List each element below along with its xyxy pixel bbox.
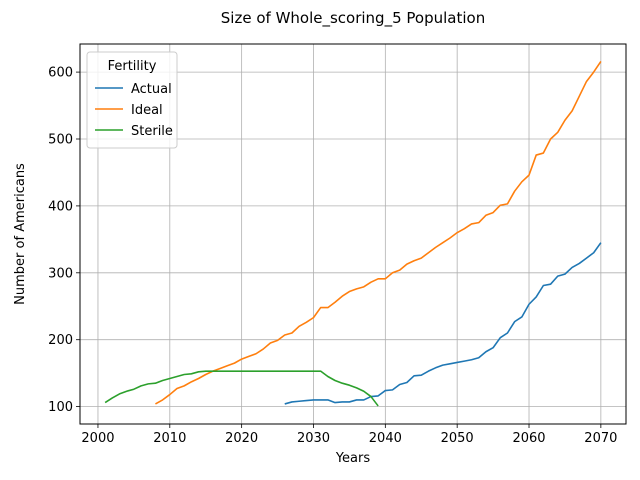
x-tick-label-5: 2050 (441, 431, 474, 446)
x-tick-label-2: 2020 (225, 431, 258, 446)
legend-title: Fertility (108, 59, 157, 74)
legend-label-actual: Actual (131, 82, 172, 97)
chart-title: Size of Whole_scoring_5 Population (221, 9, 485, 28)
y-tick-label-2: 300 (48, 266, 73, 281)
x-tick-label-4: 2040 (369, 431, 402, 446)
x-axis-title: Years (335, 451, 371, 466)
legend: Fertility Actual Ideal Sterile (87, 52, 177, 148)
y-tick-label-1: 200 (48, 333, 73, 348)
y-tick-label-0: 100 (48, 400, 73, 415)
x-tick-label-3: 2030 (297, 431, 330, 446)
x-tick-label-0: 2000 (81, 431, 114, 446)
legend-label-ideal: Ideal (131, 103, 163, 118)
series-line-ideal (155, 61, 600, 404)
x-tick-label-6: 2060 (512, 431, 545, 446)
x-tick-label-7: 2070 (584, 431, 617, 446)
legend-label-sterile: Sterile (131, 124, 173, 139)
y-tick-label-5: 600 (48, 66, 73, 81)
series-lines (105, 61, 601, 406)
x-tick-label-1: 2010 (153, 431, 186, 446)
y-axis-title: Number of Americans (13, 163, 28, 305)
y-tick-label-3: 400 (48, 199, 73, 214)
y-tick-label-4: 500 (48, 133, 73, 148)
